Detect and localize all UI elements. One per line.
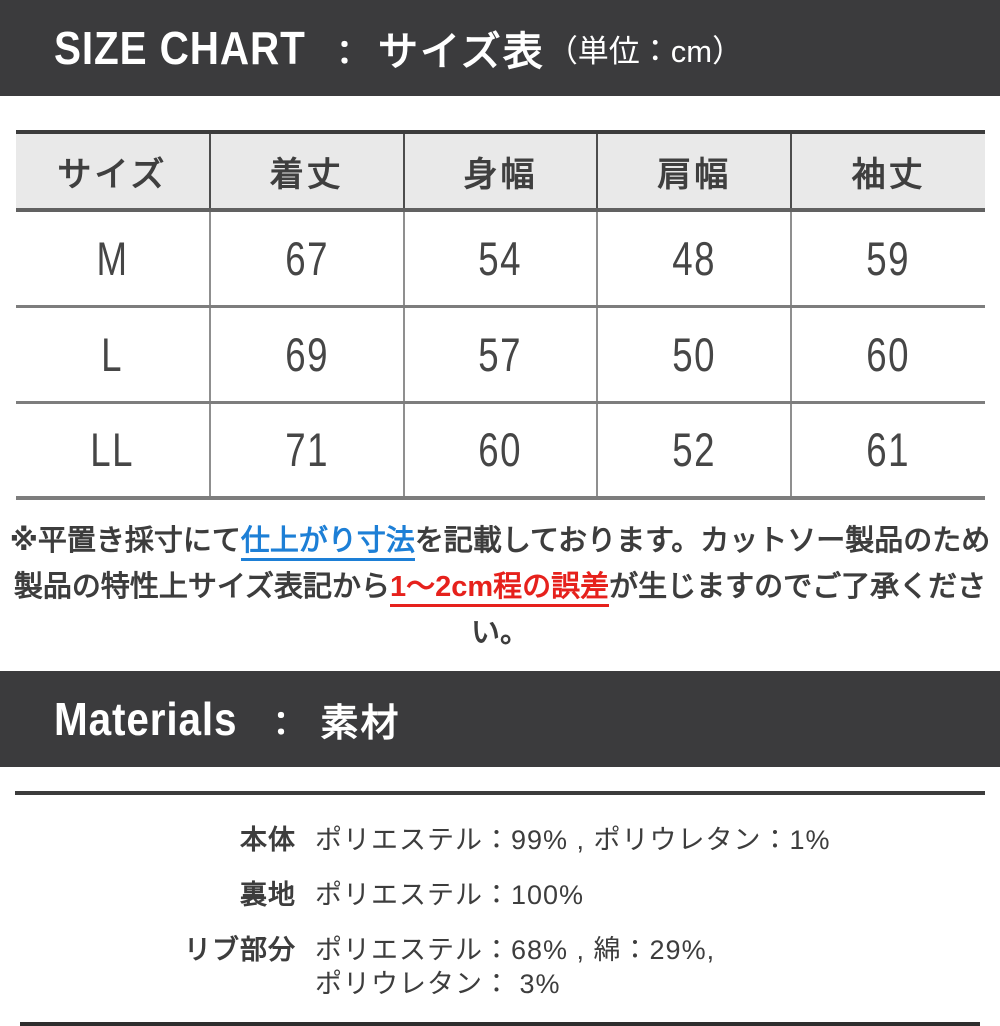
materials-top-rule: [15, 791, 985, 795]
material-label: リブ部分: [184, 935, 296, 965]
cell-size: L: [16, 304, 210, 402]
cell-size: LL: [16, 400, 210, 500]
note-line2-post: が生じますのでご了承ください。: [470, 571, 987, 649]
header-body-width: 身幅: [402, 130, 598, 212]
size-table: サイズ 着丈 身幅 肩幅 袖丈 M 67 54 48 59 L 69 57 50…: [16, 130, 985, 500]
cell-value: 60: [402, 400, 598, 500]
materials-section: 本体 ポリエステル：99% , ポリウレタン：1% 裏地 ポリエステル：100%…: [0, 791, 1000, 1026]
cell-size: M: [16, 208, 210, 306]
cell-value: 60: [790, 304, 985, 402]
note-line-1: ※平置き採寸にて仕上がり寸法を記載しております。カットソー製品のため: [0, 518, 1000, 564]
cell-value: 57: [402, 304, 598, 402]
material-row-rib: リブ部分 ポリエステル：68% , 綿：29%, ポリウレタン： 3%: [15, 933, 985, 1001]
size-table-header: サイズ 着丈 身幅 肩幅 袖丈: [16, 130, 985, 212]
materials-title-en: Materials: [54, 693, 238, 745]
cell-value: 69: [208, 304, 404, 402]
size-chart-title-en: SIZE CHART: [54, 22, 306, 74]
cell-value: 71: [208, 400, 404, 500]
header-sleeve-length: 袖丈: [790, 130, 985, 212]
material-label: 裏地: [240, 880, 296, 910]
cell-value: 50: [596, 304, 792, 402]
material-row-body: 本体 ポリエステル：99% , ポリウレタン：1%: [15, 823, 985, 857]
note-line-2: 製品の特性上サイズ表記から1〜2cm程の誤差が生じますのでご了承ください。: [0, 564, 1000, 656]
table-row-l: L 69 57 50 60: [16, 304, 985, 402]
material-value: ポリエステル：99% , ポリウレタン：1%: [315, 825, 831, 855]
size-table-header-row: サイズ 着丈 身幅 肩幅 袖丈: [16, 130, 985, 212]
cell-value: 52: [596, 400, 792, 500]
table-row-ll: LL 71 60 52 61: [16, 400, 985, 500]
header-length: 着丈: [208, 130, 404, 212]
material-row-lining: 裏地 ポリエステル：100%: [15, 878, 985, 912]
measurement-note: ※平置き採寸にて仕上がり寸法を記載しております。カットソー製品のため 製品の特性…: [0, 518, 1000, 656]
cell-value: 48: [596, 208, 792, 306]
note-line1-pre: ※平置き採寸にて: [9, 525, 241, 557]
header-size: サイズ: [16, 130, 210, 212]
materials-title-jp: 素材: [320, 702, 401, 745]
materials-banner: Materials ： 素材: [0, 671, 1000, 767]
material-value-line2: ポリウレタン： 3%: [315, 969, 561, 999]
note-line1-post: を記載しております。カットソー製品のため: [414, 525, 991, 557]
materials-rows: 本体 ポリエステル：99% , ポリウレタン：1% 裏地 ポリエステル：100%…: [15, 823, 985, 1001]
note-line2-highlight-red: 1〜2cm程の誤差: [389, 571, 610, 607]
size-chart-unit-label: （単位：cm）: [546, 33, 744, 69]
material-value-line1: ポリエステル：68% , 綿：29%,: [315, 935, 716, 965]
header-shoulder-width: 肩幅: [596, 130, 792, 212]
size-chart-title-jp: サイズ表: [378, 30, 545, 74]
materials-bottom-rule: [20, 1022, 980, 1026]
cell-value: 54: [402, 208, 598, 306]
size-chart-title-separator: ：: [336, 32, 370, 71]
materials-title-separator: ：: [272, 703, 307, 742]
note-line2-pre: 製品の特性上サイズ表記から: [13, 571, 390, 603]
size-chart-banner: SIZE CHART ： サイズ表 （単位：cm）: [0, 0, 1000, 96]
cell-value: 61: [790, 400, 985, 500]
material-value: ポリエステル：100%: [315, 880, 585, 910]
material-value: ポリエステル：68% , 綿：29%, ポリウレタン： 3%: [315, 933, 715, 1001]
cell-value: 67: [208, 208, 404, 306]
note-line1-highlight-blue: 仕上がり寸法: [240, 525, 415, 561]
table-row-m: M 67 54 48 59: [16, 208, 985, 306]
material-label: 本体: [240, 825, 296, 855]
cell-value: 59: [790, 208, 985, 306]
size-table-body: M 67 54 48 59 L 69 57 50 60 LL 71 60 52 …: [16, 208, 985, 500]
